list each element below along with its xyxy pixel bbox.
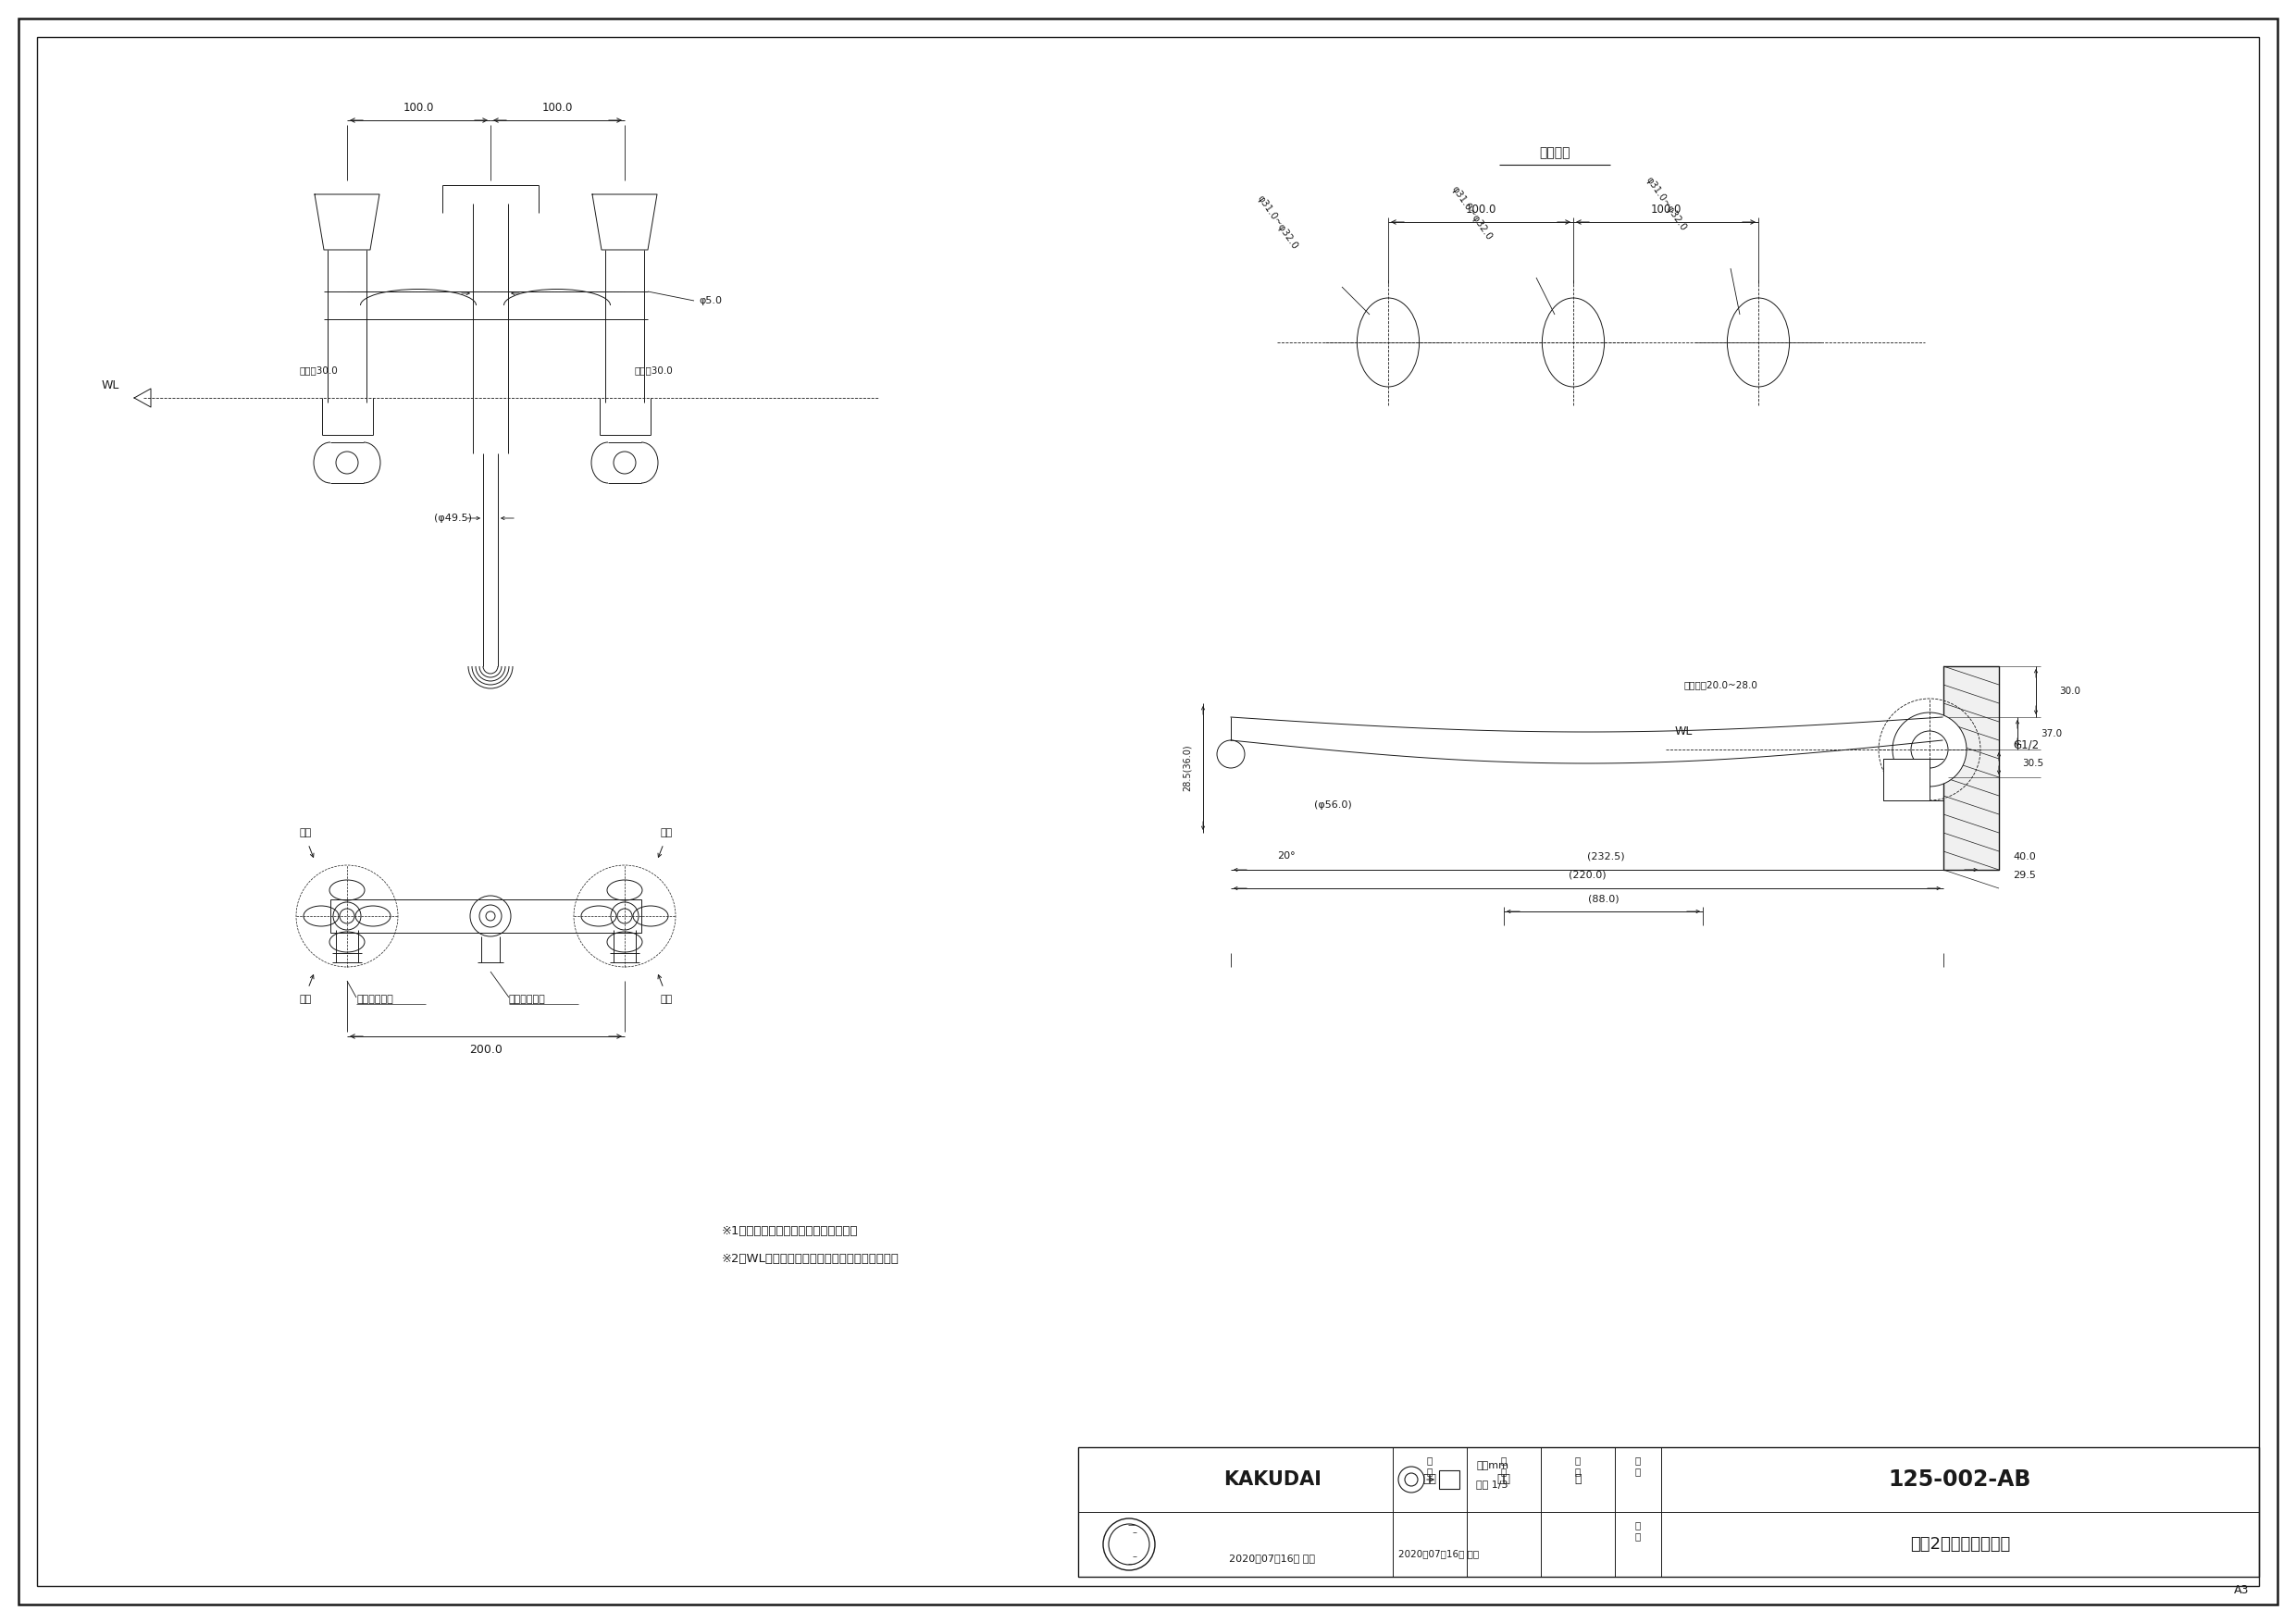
Text: 吐水: 吐水 bbox=[661, 995, 673, 1005]
Text: (φ49.5): (φ49.5) bbox=[434, 513, 473, 523]
Bar bbox=[1942, 665, 2000, 870]
Text: 37.0: 37.0 bbox=[2041, 729, 2062, 738]
Circle shape bbox=[618, 909, 631, 923]
Text: 止水: 止水 bbox=[661, 828, 673, 837]
Text: 尺度 1/3: 尺度 1/3 bbox=[1476, 1480, 1508, 1488]
Text: 承
認: 承 認 bbox=[1575, 1456, 1580, 1475]
Text: WL: WL bbox=[101, 378, 119, 391]
Bar bbox=[331, 899, 641, 933]
Text: (220.0): (220.0) bbox=[1568, 870, 1605, 880]
Bar bbox=[1440, 1470, 1460, 1488]
Text: 湯側ハンドル: 湯側ハンドル bbox=[356, 995, 393, 1005]
Text: 祝: 祝 bbox=[1575, 1474, 1582, 1485]
Text: 100.0: 100.0 bbox=[1651, 203, 1681, 216]
Text: 黒崎: 黒崎 bbox=[1424, 1474, 1437, 1485]
Text: 100.0: 100.0 bbox=[1465, 203, 1497, 216]
Text: 検
図: 検 図 bbox=[1502, 1456, 1506, 1475]
Text: 吐水: 吐水 bbox=[298, 995, 312, 1005]
Text: (88.0): (88.0) bbox=[1589, 894, 1619, 902]
Text: 単位mm: 単位mm bbox=[1476, 1461, 1508, 1470]
Text: 100.0: 100.0 bbox=[404, 101, 434, 114]
Text: φ31.0~φ32.0: φ31.0~φ32.0 bbox=[1256, 193, 1300, 252]
Text: 20°: 20° bbox=[1277, 852, 1295, 860]
Text: φ5.0: φ5.0 bbox=[698, 295, 721, 305]
Text: 28.5(36.0): 28.5(36.0) bbox=[1182, 745, 1192, 792]
Text: 三面幅30.0: 三面幅30.0 bbox=[634, 365, 673, 375]
Text: 100.0: 100.0 bbox=[542, 101, 574, 114]
Text: 40.0: 40.0 bbox=[2014, 852, 2037, 862]
Text: 200.0: 200.0 bbox=[468, 1044, 503, 1055]
Text: 2020年07月16日 作成: 2020年07月16日 作成 bbox=[1398, 1548, 1479, 1558]
Text: 製
図: 製 図 bbox=[1426, 1456, 1433, 1475]
Text: 対応壁厚20.0~28.0: 対応壁厚20.0~28.0 bbox=[1685, 680, 1759, 690]
Text: 山田: 山田 bbox=[1497, 1474, 1511, 1485]
Circle shape bbox=[1892, 712, 1968, 787]
Text: ※1　（　）内寸法は参考寸法である。: ※1 （ ）内寸法は参考寸法である。 bbox=[721, 1225, 859, 1237]
Text: (232.5): (232.5) bbox=[1587, 852, 1626, 862]
Text: 30.0: 30.0 bbox=[2060, 687, 2080, 696]
Text: 壁付2ハンドル混合栓: 壁付2ハンドル混合栓 bbox=[1910, 1535, 2011, 1553]
Text: 取付穴径: 取付穴径 bbox=[1538, 146, 1570, 159]
Text: G1/2: G1/2 bbox=[2014, 738, 2039, 751]
Text: ※2　WLからの水栓寸法は壁厚により変化する。: ※2 WLからの水栓寸法は壁厚により変化する。 bbox=[721, 1253, 900, 1264]
Text: 2020年07月16日 作成: 2020年07月16日 作成 bbox=[1228, 1553, 1316, 1563]
Text: 止水: 止水 bbox=[298, 828, 312, 837]
Bar bbox=[1883, 760, 1929, 800]
Text: (φ56.0): (φ56.0) bbox=[1313, 800, 1352, 810]
Text: A3: A3 bbox=[2234, 1584, 2248, 1597]
Bar bbox=[1079, 1448, 2259, 1576]
Text: 品
番: 品 番 bbox=[1635, 1456, 1642, 1475]
Circle shape bbox=[487, 912, 496, 920]
Text: 品
名: 品 名 bbox=[1635, 1521, 1642, 1540]
Text: KAKUDAI: KAKUDAI bbox=[1224, 1470, 1322, 1488]
Text: 125-002-AB: 125-002-AB bbox=[1890, 1469, 2032, 1490]
Circle shape bbox=[340, 909, 354, 923]
Text: WL: WL bbox=[1676, 725, 1692, 737]
Text: 30.5: 30.5 bbox=[2023, 760, 2043, 768]
Text: 水側ハンドル: 水側ハンドル bbox=[510, 995, 546, 1005]
Text: 三面幅30.0: 三面幅30.0 bbox=[298, 365, 338, 375]
Text: 29.5: 29.5 bbox=[2014, 870, 2037, 880]
Text: φ31.0~φ32.0: φ31.0~φ32.0 bbox=[1449, 183, 1492, 242]
Text: φ31.0~φ32.0: φ31.0~φ32.0 bbox=[1644, 175, 1688, 232]
